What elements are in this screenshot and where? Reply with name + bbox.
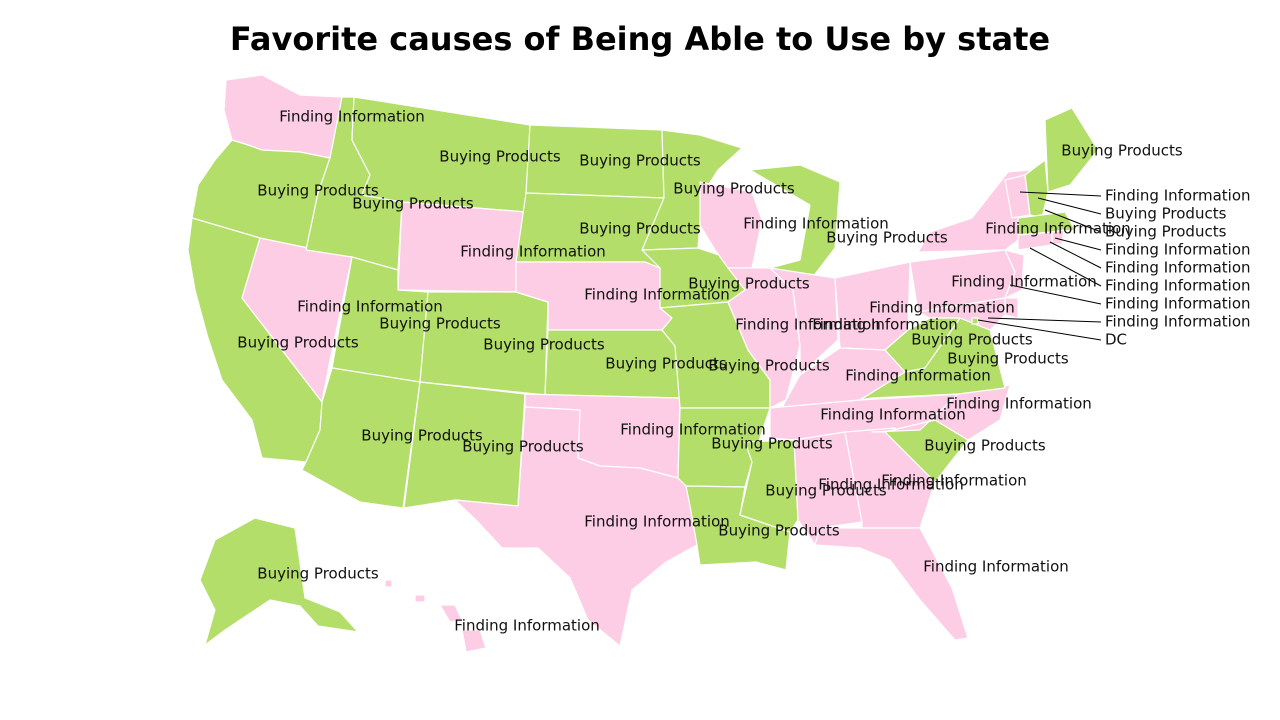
state-label-wv: Buying Products: [911, 331, 1033, 349]
state-ak: [199, 517, 359, 646]
state-label-ak: Buying Products: [257, 565, 379, 583]
callout-label-ct: Finding Information: [1105, 259, 1251, 277]
callout-label-md: Finding Information: [1105, 313, 1251, 331]
leader-line-md: [987, 317, 1102, 323]
state-label-ok: Finding Information: [620, 421, 766, 439]
state-label-ut: Buying Products: [379, 315, 501, 333]
callout-label-nh: Buying Products: [1105, 205, 1227, 223]
callout-label-nj: Finding Information: [1105, 277, 1251, 295]
state-label-me: Buying Products: [1061, 142, 1183, 160]
state-label-tn: Finding Information: [820, 406, 966, 424]
state-label-al: Finding Information: [818, 476, 964, 494]
state-la: [685, 485, 791, 571]
state-label-ms: Buying Products: [765, 482, 887, 500]
state-me: [1044, 107, 1099, 193]
state-dc: [971, 317, 979, 325]
state-label-sc: Buying Products: [924, 437, 1046, 455]
state-label-in: Finding Information: [812, 316, 958, 334]
state-nj: [1004, 249, 1025, 299]
state-label-nc: Finding Information: [946, 395, 1092, 413]
leader-line-dc: [977, 319, 1102, 341]
state-label-wi: Finding Information: [743, 215, 889, 233]
state-label-nv: Finding Information: [297, 298, 443, 316]
state-label-ar: Buying Products: [711, 435, 833, 453]
callout-label-ri: Finding Information: [1105, 241, 1251, 259]
state-md: [917, 297, 1006, 331]
state-label-ne: Finding Information: [584, 286, 730, 304]
state-label-co: Buying Products: [483, 336, 605, 354]
state-label-wy: Finding Information: [460, 243, 606, 261]
state-fl: [814, 527, 969, 641]
state-co: [419, 291, 549, 396]
leader-line-ri: [1054, 237, 1102, 251]
state-label-wa: Finding Information: [279, 108, 425, 126]
state-ma: [1017, 211, 1076, 236]
state-label-mt: Buying Products: [439, 148, 561, 166]
leader-line-ct: [1049, 241, 1102, 269]
leader-line-nj: [1029, 247, 1102, 287]
state-ny: [917, 169, 1031, 253]
state-label-nm: Buying Products: [462, 438, 584, 456]
state-label-va: Buying Products: [947, 350, 1069, 368]
state-label-mn: Buying Products: [673, 180, 795, 198]
state-label-hi: Finding Information: [454, 617, 600, 635]
state-hi: [384, 579, 487, 653]
state-label-ny: Finding Information: [985, 220, 1131, 238]
state-label-ga: Finding Information: [881, 472, 1027, 490]
state-label-ks: Buying Products: [605, 355, 727, 373]
leader-line-de: [1009, 284, 1102, 305]
state-label-il: Finding Information: [735, 316, 881, 334]
state-tx: [454, 406, 698, 647]
state-nc: [871, 384, 1011, 441]
callout-label-vt: Finding Information: [1105, 187, 1251, 205]
callout-label-de: Finding Information: [1105, 295, 1251, 313]
state-label-nd: Buying Products: [579, 152, 701, 170]
leader-line-nh: [1037, 197, 1102, 215]
state-label-mi: Buying Products: [826, 229, 948, 247]
state-nh: [1024, 159, 1049, 219]
state-label-tx: Finding Information: [584, 513, 730, 531]
state-label-ky: Finding Information: [845, 367, 991, 385]
state-label-pa: Finding Information: [951, 273, 1097, 291]
state-label-la: Buying Products: [718, 522, 840, 540]
map-title: Favorite causes of Being Able to Use by …: [229, 20, 1051, 58]
leader-line-vt: [1019, 191, 1102, 197]
state-label-ia: Buying Products: [688, 275, 810, 293]
state-ct: [1017, 231, 1053, 251]
state-label-ca: Buying Products: [237, 334, 359, 352]
state-label-mo: Buying Products: [708, 357, 830, 375]
leader-line-ma: [1044, 209, 1102, 233]
state-label-az: Buying Products: [361, 427, 483, 445]
state-label-sd: Buying Products: [579, 220, 701, 238]
callout-label-ma: Buying Products: [1105, 223, 1227, 241]
state-label-fl: Finding Information: [923, 558, 1069, 576]
state-label-id: Buying Products: [352, 195, 474, 213]
state-label-or: Buying Products: [257, 182, 379, 200]
callout-label-dc: DC: [1105, 331, 1127, 349]
state-label-oh: Finding Information: [869, 299, 1015, 317]
